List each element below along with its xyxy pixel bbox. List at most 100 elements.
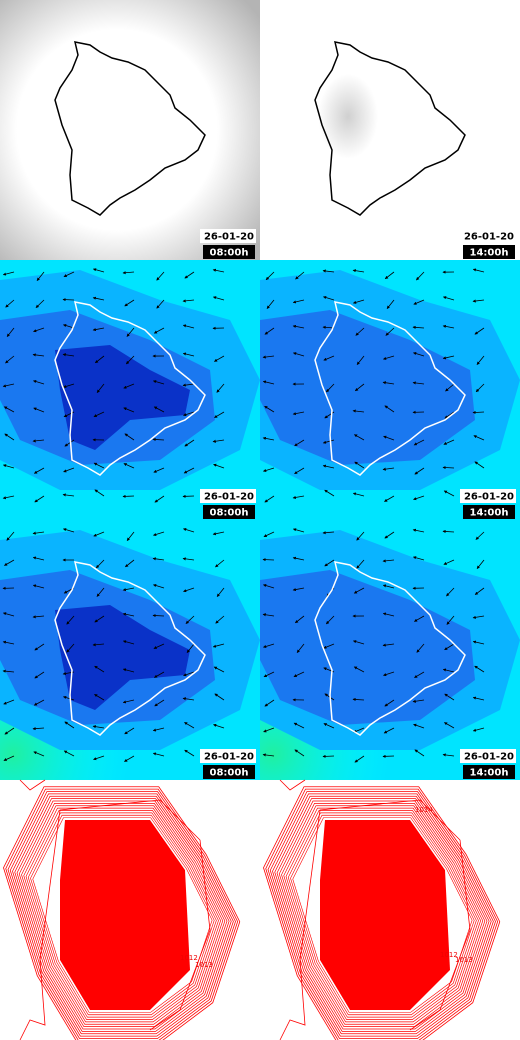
wind-arrow: [213, 723, 225, 729]
wind-arrow: [2, 271, 15, 276]
wind-arrow: [322, 296, 335, 301]
date-label: 26-01-20: [204, 232, 254, 243]
wind-arrow: [2, 640, 15, 645]
wind-arrow: [2, 495, 15, 500]
wind-arrow: [474, 665, 485, 673]
wind-arrow: [96, 383, 105, 394]
wind-arrow: [262, 753, 275, 757]
isobar: [285, 810, 479, 1020]
wind-arrow: [383, 671, 395, 677]
wind-arrow: [443, 559, 455, 565]
wind-arrow: [33, 467, 45, 474]
wind-arrow: [94, 355, 105, 364]
zone-core: [55, 605, 190, 710]
isobar: [267, 791, 496, 1039]
wind-arrow: [35, 299, 45, 308]
wind-arrow: [182, 557, 195, 561]
date-box: [200, 749, 256, 763]
wind-arrow: [385, 327, 395, 336]
time-box: [203, 765, 255, 779]
wind-arrow: [34, 671, 45, 679]
wind-arrow: [383, 435, 395, 441]
isobar: [287, 812, 477, 1018]
time-box: [203, 245, 255, 259]
time-label: 14:00h: [470, 248, 509, 259]
wind-arrow: [185, 615, 195, 624]
isobar-outer: [19, 799, 211, 1040]
wind-arrow: [182, 324, 195, 329]
wind-arrow: [183, 671, 195, 677]
wind-arrow: [152, 557, 165, 561]
wind-arrow: [2, 669, 15, 673]
wind-arrow: [413, 495, 425, 501]
wind-arrow: [323, 723, 335, 729]
wind-arrow: [446, 615, 455, 625]
date-box: [460, 749, 516, 763]
isobar: [7, 791, 236, 1039]
time-label: 08:00h: [210, 768, 249, 779]
wind-arrow: [66, 615, 75, 625]
wind-arrow: [212, 439, 225, 443]
isobar-top: [279, 779, 306, 791]
wind-arrow: [414, 671, 425, 678]
wind-arrow: [264, 495, 275, 503]
map-panel: 26-01-20 14:00h: [260, 0, 520, 260]
wind-arrow: [383, 727, 395, 734]
wind-arrow: [32, 584, 45, 589]
wind-arrow: [353, 434, 365, 441]
date-label: 26-01-20: [464, 752, 514, 763]
wind-arrow: [94, 615, 105, 623]
wind-arrow: [62, 383, 75, 388]
wind-arrow: [476, 559, 485, 570]
wind-arrow: [265, 271, 275, 281]
wind-arrow: [414, 749, 425, 757]
wind-arrow: [442, 465, 455, 470]
wind-arrow: [4, 559, 15, 566]
wind-arrow: [184, 439, 195, 447]
wind-arrow: [63, 271, 75, 277]
wind-arrow: [152, 531, 165, 537]
wind-arrow: [92, 725, 105, 729]
wind-arrow: [382, 381, 395, 385]
wind-arrow: [152, 584, 165, 589]
wind-arrow: [213, 355, 225, 362]
wind-arrow: [154, 699, 165, 707]
wind-arrow: [412, 699, 425, 703]
time-box: [463, 245, 515, 259]
wind-arrow: [263, 671, 275, 678]
isobar-core: [320, 820, 450, 1010]
wind-arrow: [124, 433, 135, 441]
wind-arrow: [444, 411, 455, 419]
wind-arrow: [352, 697, 365, 702]
wind-arrow: [354, 461, 365, 469]
wind-arrow: [384, 531, 395, 539]
wind-arrow: [473, 435, 485, 441]
wind-arrow: [122, 271, 135, 275]
time-label: 08:00h: [210, 248, 249, 259]
wind-arrow: [126, 531, 135, 542]
wind-arrow: [262, 355, 275, 359]
wind-arrow: [33, 751, 45, 757]
wind-arrow: [263, 531, 275, 537]
wind-arrow: [444, 693, 455, 701]
wind-arrow: [292, 411, 305, 416]
wind-arrow: [472, 696, 485, 701]
wind-arrow: [124, 755, 135, 762]
wind-arrow: [472, 615, 485, 619]
date-box: [460, 229, 516, 243]
date-label: 26-01-20: [464, 232, 514, 243]
wind-arrow: [442, 296, 455, 301]
date-box: [460, 489, 516, 503]
wind-arrow: [213, 666, 225, 673]
isobar: [283, 807, 481, 1023]
wind-arrow: [3, 699, 15, 705]
wind-arrow: [292, 495, 305, 499]
wind-arrow: [152, 727, 165, 732]
wind-arrow: [64, 439, 75, 447]
wind-arrow: [352, 299, 365, 304]
wind-arrow: [266, 299, 275, 309]
wind-arrow: [474, 587, 485, 595]
map-panel: 26-01-20 08:00h: [0, 0, 260, 260]
wind-arrow: [152, 437, 165, 442]
